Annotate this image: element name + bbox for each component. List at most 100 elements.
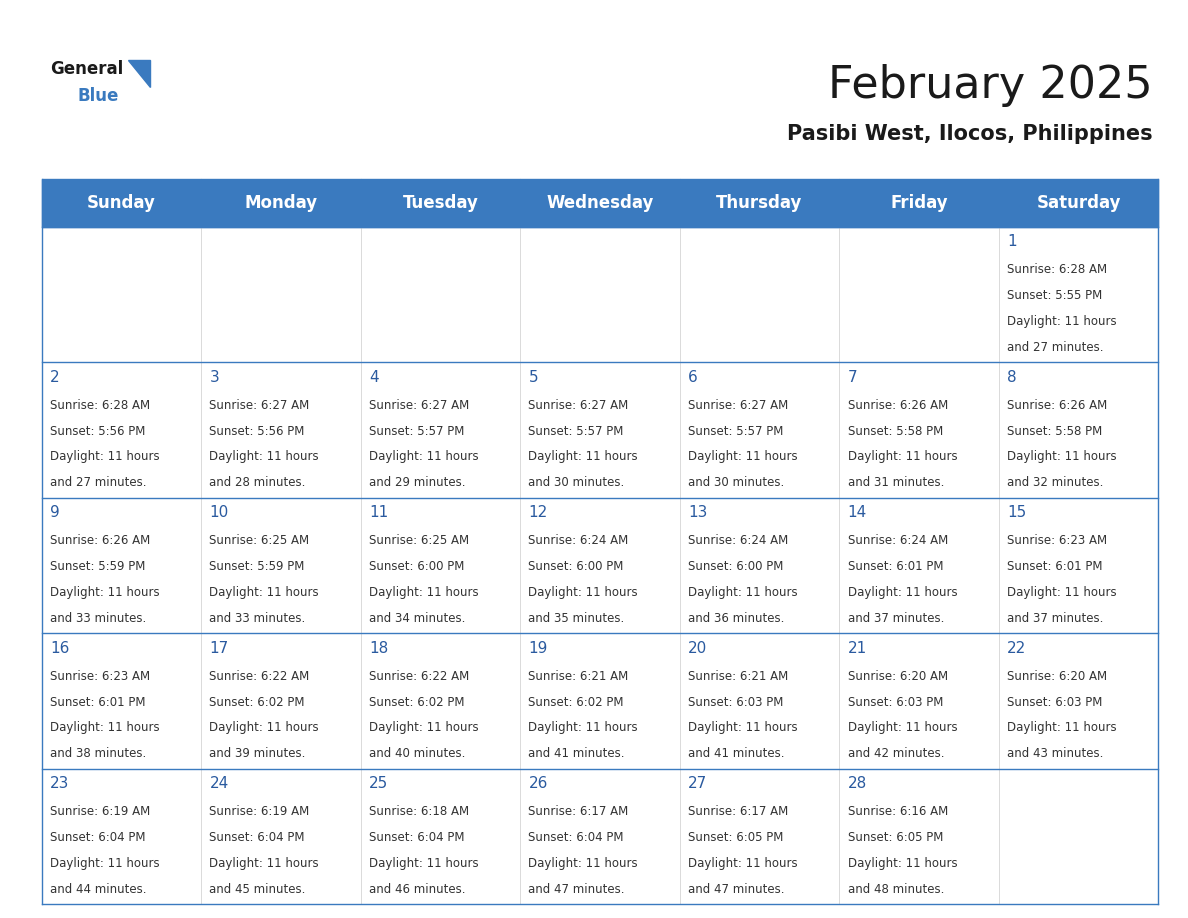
Text: Sunset: 6:01 PM: Sunset: 6:01 PM — [1007, 560, 1102, 573]
Text: 8: 8 — [1007, 370, 1017, 385]
Text: Sunset: 5:56 PM: Sunset: 5:56 PM — [50, 425, 145, 438]
Text: Daylight: 11 hours: Daylight: 11 hours — [209, 722, 320, 734]
Text: Daylight: 11 hours: Daylight: 11 hours — [529, 722, 638, 734]
Bar — [42, 633, 1158, 768]
Text: Friday: Friday — [890, 194, 948, 212]
Text: and 30 minutes.: and 30 minutes. — [688, 476, 784, 489]
Text: Sunset: 6:01 PM: Sunset: 6:01 PM — [847, 560, 943, 573]
Text: Daylight: 11 hours: Daylight: 11 hours — [688, 586, 797, 599]
Text: 10: 10 — [209, 505, 228, 521]
Text: and 47 minutes.: and 47 minutes. — [529, 882, 625, 896]
Text: and 46 minutes.: and 46 minutes. — [369, 882, 466, 896]
Bar — [42, 227, 1158, 363]
Text: Sunset: 6:04 PM: Sunset: 6:04 PM — [50, 831, 145, 845]
Text: Sunrise: 6:26 AM: Sunrise: 6:26 AM — [50, 534, 150, 547]
Text: and 43 minutes.: and 43 minutes. — [1007, 747, 1104, 760]
Text: Sunset: 6:00 PM: Sunset: 6:00 PM — [529, 560, 624, 573]
Text: Daylight: 11 hours: Daylight: 11 hours — [50, 586, 159, 599]
Text: and 30 minutes.: and 30 minutes. — [529, 476, 625, 489]
Text: Sunrise: 6:24 AM: Sunrise: 6:24 AM — [847, 534, 948, 547]
Text: 27: 27 — [688, 776, 707, 791]
Text: and 37 minutes.: and 37 minutes. — [1007, 611, 1104, 624]
Text: Sunset: 6:02 PM: Sunset: 6:02 PM — [369, 696, 465, 709]
Text: and 34 minutes.: and 34 minutes. — [369, 611, 466, 624]
Text: Sunrise: 6:22 AM: Sunrise: 6:22 AM — [369, 670, 469, 683]
Text: Daylight: 11 hours: Daylight: 11 hours — [369, 586, 479, 599]
Text: and 41 minutes.: and 41 minutes. — [688, 747, 784, 760]
Text: 14: 14 — [847, 505, 867, 521]
Text: Sunset: 5:58 PM: Sunset: 5:58 PM — [1007, 425, 1102, 438]
Text: Sunrise: 6:22 AM: Sunrise: 6:22 AM — [209, 670, 310, 683]
Text: Daylight: 11 hours: Daylight: 11 hours — [1007, 722, 1117, 734]
Text: and 29 minutes.: and 29 minutes. — [369, 476, 466, 489]
Text: Sunset: 5:56 PM: Sunset: 5:56 PM — [209, 425, 305, 438]
Text: Sunrise: 6:17 AM: Sunrise: 6:17 AM — [688, 805, 789, 819]
Text: 7: 7 — [847, 370, 858, 385]
Text: Sunrise: 6:23 AM: Sunrise: 6:23 AM — [50, 670, 150, 683]
Text: Daylight: 11 hours: Daylight: 11 hours — [529, 856, 638, 870]
Text: Sunset: 6:00 PM: Sunset: 6:00 PM — [369, 560, 465, 573]
Text: 25: 25 — [369, 776, 388, 791]
Text: Sunset: 6:05 PM: Sunset: 6:05 PM — [688, 831, 783, 845]
Text: Sunset: 5:59 PM: Sunset: 5:59 PM — [209, 560, 305, 573]
Text: and 48 minutes.: and 48 minutes. — [847, 882, 944, 896]
Text: and 27 minutes.: and 27 minutes. — [50, 476, 146, 489]
Text: Tuesday: Tuesday — [403, 194, 479, 212]
Text: 21: 21 — [847, 641, 867, 655]
Text: Daylight: 11 hours: Daylight: 11 hours — [209, 856, 320, 870]
Text: Daylight: 11 hours: Daylight: 11 hours — [209, 451, 320, 464]
Text: Sunset: 5:57 PM: Sunset: 5:57 PM — [688, 425, 783, 438]
Text: Sunset: 6:02 PM: Sunset: 6:02 PM — [209, 696, 305, 709]
Text: Blue: Blue — [77, 87, 119, 106]
Bar — [361, 179, 520, 227]
Text: Sunset: 6:04 PM: Sunset: 6:04 PM — [529, 831, 624, 845]
Text: Sunrise: 6:27 AM: Sunrise: 6:27 AM — [369, 399, 469, 412]
Text: and 45 minutes.: and 45 minutes. — [209, 882, 305, 896]
Text: and 28 minutes.: and 28 minutes. — [209, 476, 305, 489]
Text: 16: 16 — [50, 641, 69, 655]
Text: Daylight: 11 hours: Daylight: 11 hours — [369, 451, 479, 464]
Text: 18: 18 — [369, 641, 388, 655]
Text: 17: 17 — [209, 641, 228, 655]
Text: Sunset: 6:02 PM: Sunset: 6:02 PM — [529, 696, 624, 709]
Bar — [42, 498, 1158, 633]
Text: and 35 minutes.: and 35 minutes. — [529, 611, 625, 624]
Text: and 42 minutes.: and 42 minutes. — [847, 747, 944, 760]
Text: 13: 13 — [688, 505, 707, 521]
Text: Sunset: 5:57 PM: Sunset: 5:57 PM — [369, 425, 465, 438]
Text: Daylight: 11 hours: Daylight: 11 hours — [209, 586, 320, 599]
Text: Thursday: Thursday — [716, 194, 803, 212]
Text: 12: 12 — [529, 505, 548, 521]
Text: and 36 minutes.: and 36 minutes. — [688, 611, 784, 624]
Text: Daylight: 11 hours: Daylight: 11 hours — [529, 586, 638, 599]
Bar — [999, 179, 1158, 227]
Text: Daylight: 11 hours: Daylight: 11 hours — [847, 856, 958, 870]
Text: Sunrise: 6:23 AM: Sunrise: 6:23 AM — [1007, 534, 1107, 547]
Text: Sunrise: 6:20 AM: Sunrise: 6:20 AM — [1007, 670, 1107, 683]
Text: and 38 minutes.: and 38 minutes. — [50, 747, 146, 760]
Text: and 31 minutes.: and 31 minutes. — [847, 476, 944, 489]
Text: Sunrise: 6:24 AM: Sunrise: 6:24 AM — [529, 534, 628, 547]
Text: and 47 minutes.: and 47 minutes. — [688, 882, 784, 896]
Text: Wednesday: Wednesday — [546, 194, 653, 212]
Text: Sunset: 6:03 PM: Sunset: 6:03 PM — [1007, 696, 1102, 709]
Text: Sunset: 6:00 PM: Sunset: 6:00 PM — [688, 560, 783, 573]
Text: and 41 minutes.: and 41 minutes. — [529, 747, 625, 760]
Text: 22: 22 — [1007, 641, 1026, 655]
Text: February 2025: February 2025 — [828, 64, 1152, 107]
Text: and 33 minutes.: and 33 minutes. — [209, 611, 305, 624]
Text: 26: 26 — [529, 776, 548, 791]
Bar — [42, 768, 1158, 904]
Text: Sunset: 6:05 PM: Sunset: 6:05 PM — [847, 831, 943, 845]
Text: Sunrise: 6:19 AM: Sunrise: 6:19 AM — [209, 805, 310, 819]
Text: Daylight: 11 hours: Daylight: 11 hours — [688, 722, 797, 734]
Text: Sunset: 6:04 PM: Sunset: 6:04 PM — [209, 831, 305, 845]
Text: 19: 19 — [529, 641, 548, 655]
Text: 24: 24 — [209, 776, 228, 791]
Text: Sunset: 6:01 PM: Sunset: 6:01 PM — [50, 696, 145, 709]
Polygon shape — [128, 60, 150, 87]
Text: 23: 23 — [50, 776, 69, 791]
Bar — [42, 179, 201, 227]
Text: 5: 5 — [529, 370, 538, 385]
Text: Sunrise: 6:28 AM: Sunrise: 6:28 AM — [1007, 263, 1107, 276]
